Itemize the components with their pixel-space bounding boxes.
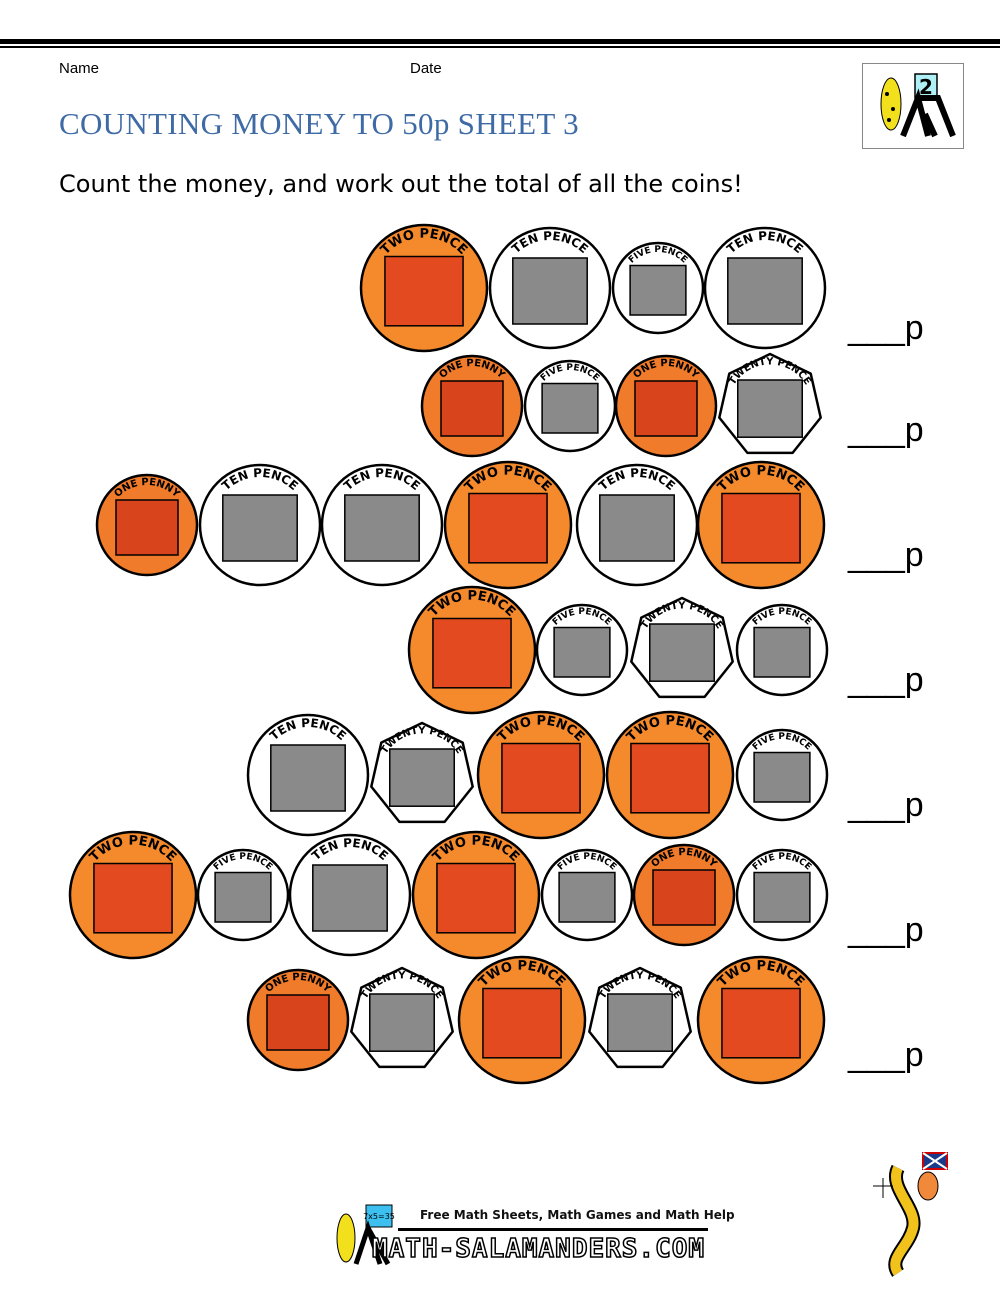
coin-2p: TWO PENCE <box>411 830 541 960</box>
coin-2p: TWO PENCE <box>696 460 826 590</box>
footer-tagline: Free Math Sheets, Math Games and Math He… <box>420 1208 735 1222</box>
answer-blank[interactable]: ___p <box>848 309 924 347</box>
page-title: COUNTING MONEY TO 50p SHEET 3 <box>59 106 579 141</box>
coin-5p: FIVE PENCE <box>735 728 829 822</box>
answer-blank[interactable]: ___p <box>848 1036 924 1074</box>
coin-20p: TWENTY PENCE <box>350 966 454 1069</box>
coin-10p: TEN PENCE <box>488 226 612 350</box>
coin-20p: TWENTY PENCE <box>370 721 474 824</box>
coin-1p: ONE PENNY <box>614 354 718 458</box>
coin-5p: FIVE PENCE <box>196 848 290 942</box>
coin-20p: TWENTY PENCE <box>718 352 822 455</box>
salamander-mascot-icon <box>873 1152 948 1277</box>
answer-blank[interactable]: ___p <box>848 661 924 699</box>
coin-5p: FIVE PENCE <box>735 848 829 942</box>
coin-5p: FIVE PENCE <box>735 603 829 697</box>
footer-site-name: MATH-SALAMANDERS.COM <box>371 1233 706 1265</box>
coin-2p: TWO PENCE <box>605 710 735 840</box>
coin-20p: TWENTY PENCE <box>630 596 734 699</box>
grade-number: 2 <box>919 75 933 99</box>
top-rule <box>0 39 1000 44</box>
coin-20p: TWENTY PENCE <box>588 966 692 1069</box>
coin-10p: TEN PENCE <box>320 463 444 587</box>
coin-1p: ONE PENNY <box>246 968 350 1072</box>
coin-5p: FIVE PENCE <box>523 359 617 453</box>
coin-2p: TWO PENCE <box>359 223 489 353</box>
coin-10p: TEN PENCE <box>703 226 827 350</box>
footer-salamander-logo-icon: 7x5=35 <box>336 1204 395 1266</box>
coin-2p: TWO PENCE <box>68 830 198 960</box>
answer-blank[interactable]: ___p <box>848 786 924 824</box>
coin-2p: TWO PENCE <box>696 955 826 1085</box>
coin-5p: FIVE PENCE <box>611 241 705 335</box>
coin-1p: ONE PENNY <box>95 473 199 577</box>
date-label: Date <box>410 60 442 77</box>
coin-2p: TWO PENCE <box>476 710 606 840</box>
coin-2p: TWO PENCE <box>407 585 537 715</box>
name-label: Name <box>59 60 100 77</box>
instructions: Count the money, and work out the total … <box>59 170 743 198</box>
coin-10p: TEN PENCE <box>575 463 699 587</box>
answer-blank[interactable]: ___p <box>848 536 924 574</box>
coin-10p: TEN PENCE <box>246 713 370 837</box>
coin-1p: ONE PENNY <box>420 354 524 458</box>
coin-5p: FIVE PENCE <box>535 603 629 697</box>
grade-logo: 2 <box>862 63 964 149</box>
logo-board-text: 7x5=35 <box>363 1212 395 1221</box>
footer-rule <box>398 1228 708 1231</box>
coin-5p: FIVE PENCE <box>540 848 634 942</box>
coin-2p: TWO PENCE <box>457 955 587 1085</box>
coin-1p: ONE PENNY <box>632 843 736 947</box>
coin-2p: TWO PENCE <box>443 460 573 590</box>
answer-blank[interactable]: ___p <box>848 911 924 949</box>
top-rule-thin <box>0 46 1000 48</box>
coin-10p: TEN PENCE <box>288 833 412 957</box>
coin-10p: TEN PENCE <box>198 463 322 587</box>
answer-blank[interactable]: ___p <box>848 411 924 449</box>
